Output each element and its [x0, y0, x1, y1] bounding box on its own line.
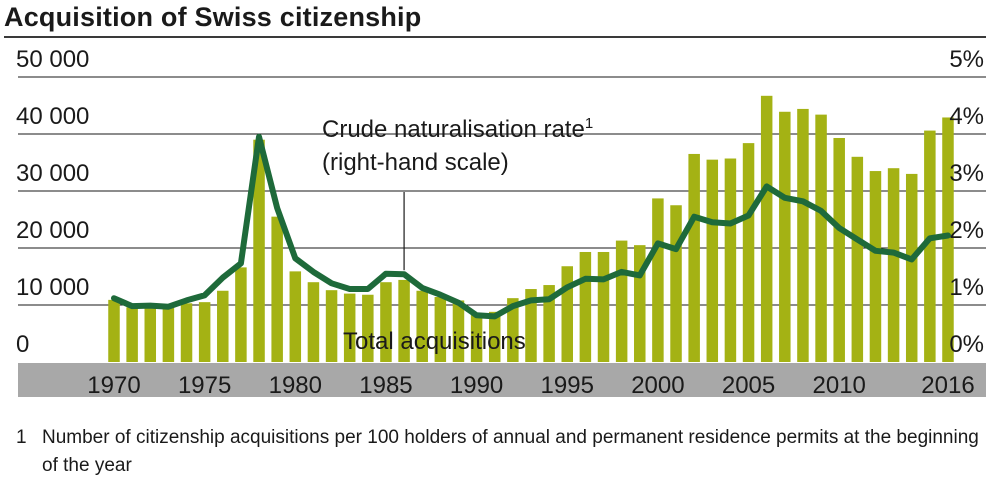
- x-axis-band: [18, 363, 986, 397]
- bar: [525, 289, 537, 362]
- bar: [144, 308, 157, 362]
- y-right-tick-label: 3%: [949, 160, 984, 187]
- x-tick-label: 2016: [921, 372, 974, 398]
- bar: [416, 290, 428, 362]
- bar: [815, 114, 827, 363]
- y-left-tick-label: 10 000: [16, 274, 89, 301]
- bar: [271, 216, 283, 362]
- y-left-tick-label: 50 000: [16, 46, 89, 73]
- title-rule: [4, 36, 986, 38]
- x-tick-label: 1995: [541, 372, 594, 398]
- bar-series: [108, 95, 954, 363]
- bar: [452, 300, 465, 362]
- bar: [362, 294, 374, 362]
- annotations: Crude naturalisation rate1 (right-hand sc…: [322, 115, 593, 355]
- bar: [108, 299, 120, 362]
- y-left-tick-label: 40 000: [16, 103, 89, 130]
- bar: [742, 143, 755, 362]
- footnote-text: Number of citizenship acquisitions per 1…: [42, 427, 979, 476]
- chart-title: Acquisition of Swiss citizenship: [4, 2, 422, 32]
- bar: [724, 158, 737, 362]
- bar: [851, 156, 864, 362]
- bar: [325, 290, 338, 362]
- bar: [579, 251, 592, 362]
- bar: [652, 198, 664, 362]
- x-tick-label: 1990: [450, 372, 503, 398]
- y-right-tick-label: 2%: [949, 217, 984, 244]
- bar: [942, 117, 954, 362]
- footnote: 1 Number of citizenship acquisitions per…: [16, 424, 986, 480]
- bar: [217, 290, 229, 362]
- bar: [779, 111, 791, 363]
- naturalisation-chart: 0 0% 10 000 1% 20 000 2% 30 000 3% 40 000 4% 50 00…: [16, 46, 986, 398]
- bar: [507, 298, 519, 362]
- bar: [180, 303, 193, 362]
- bar: [398, 279, 410, 362]
- bar: [597, 251, 610, 362]
- line-series: [111, 133, 951, 320]
- bar: [797, 108, 809, 362]
- bar: [543, 285, 555, 362]
- bar: [615, 240, 628, 362]
- y-left-tick-label: 20 000: [16, 217, 89, 244]
- x-tick-label: 2010: [813, 372, 866, 398]
- bar: [634, 245, 646, 362]
- bar: [887, 168, 900, 362]
- bar: [198, 302, 211, 362]
- bar: [924, 130, 936, 362]
- bar: [688, 153, 700, 362]
- bar: [162, 306, 175, 362]
- rate-annotation-text: Crude naturalisation rate: [322, 116, 585, 143]
- rate-annotation: Crude naturalisation rate1: [322, 115, 593, 143]
- footnote-number: 1: [16, 427, 27, 448]
- y-right-tick-label: 5%: [949, 46, 984, 73]
- bar: [760, 95, 773, 362]
- x-tick-label: 1980: [269, 372, 322, 398]
- bar: [235, 267, 247, 362]
- bar: [289, 271, 302, 362]
- bar: [833, 137, 845, 362]
- bar: [869, 171, 882, 362]
- bar: [488, 311, 501, 362]
- x-tick-label: 1970: [87, 372, 140, 398]
- bar: [126, 307, 138, 362]
- x-axis-band-rect: [18, 363, 986, 397]
- rate-line: [111, 133, 951, 320]
- rate-annotation-superscript: 1: [585, 115, 593, 132]
- bar: [343, 293, 356, 362]
- bar: [706, 159, 719, 362]
- total-acquisitions-annotation: Total acquisitions: [343, 328, 526, 355]
- bar: [253, 139, 265, 362]
- y-left-tick-label: 0: [16, 331, 29, 358]
- rate-annotation-note: (right-hand scale): [322, 149, 509, 176]
- bar: [380, 282, 392, 362]
- x-tick-label: 2000: [631, 372, 684, 398]
- bar: [905, 173, 918, 362]
- bar: [307, 282, 320, 362]
- bar: [561, 266, 573, 362]
- y-right-tick-label: 0%: [949, 331, 984, 358]
- bar: [434, 297, 447, 362]
- tick-labels: 0 0% 10 000 1% 20 000 2% 30 000 3% 40 000 4% 50 00…: [16, 46, 984, 398]
- y-right-tick-label: 1%: [949, 274, 984, 301]
- y-left-tick-label: 30 000: [16, 160, 89, 187]
- bar: [470, 312, 483, 362]
- x-tick-label: 1985: [359, 372, 412, 398]
- bar: [670, 205, 682, 362]
- y-right-tick-label: 4%: [949, 103, 984, 130]
- x-tick-label: 2005: [722, 372, 775, 398]
- x-tick-label: 1975: [178, 372, 231, 398]
